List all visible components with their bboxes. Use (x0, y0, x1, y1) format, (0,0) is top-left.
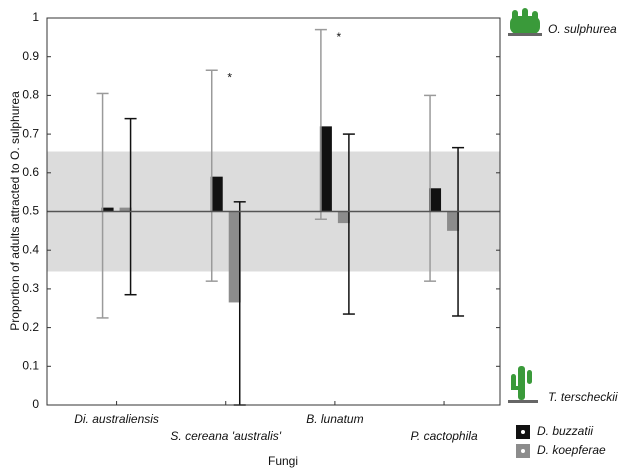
y-tick-label: 0.3 (22, 281, 39, 295)
y-tick-label: 0.8 (22, 88, 39, 102)
y-tick-label: 0.1 (22, 358, 39, 372)
y-tick-label: 0.7 (22, 126, 39, 140)
bar (229, 212, 241, 303)
chart: Fungi Proportion of adults attracted to … (0, 0, 629, 473)
y-tick-label: 0.2 (22, 320, 39, 334)
y-tick-label: 1 (32, 10, 39, 24)
top-label: O. sulphurea (548, 22, 617, 36)
x-tick-label: Di. australiensis (74, 412, 159, 426)
x-axis-label: Fungi (268, 454, 298, 468)
legend-label: D. koepferae (537, 443, 606, 457)
bar (447, 212, 459, 231)
y-tick-label: 0.6 (22, 165, 39, 179)
annotation: * (337, 30, 342, 44)
x-tick-label: S. cereana 'australis' (170, 429, 281, 443)
bar (338, 212, 350, 224)
y-tick-label: 0.4 (22, 242, 39, 256)
y-tick-label: 0.9 (22, 49, 39, 63)
bar (429, 188, 441, 211)
bar (211, 177, 223, 212)
y-axis-label: Proportion of adults attracted to O. sul… (8, 91, 22, 331)
annotation: * (227, 70, 232, 84)
cactus-bottom-icon (508, 366, 538, 403)
x-tick-label: B. lunatum (306, 412, 363, 426)
legend-label: D. buzzatii (537, 424, 593, 438)
legend-dot (521, 430, 525, 434)
y-tick-label: 0 (32, 397, 39, 411)
bottom-label: T. terscheckii (548, 390, 618, 404)
legend-dot (521, 449, 525, 453)
bar (320, 126, 332, 211)
x-tick-label: P. cactophila (410, 429, 477, 443)
y-tick-label: 0.5 (22, 204, 39, 218)
cactus-top-icon (508, 8, 542, 36)
